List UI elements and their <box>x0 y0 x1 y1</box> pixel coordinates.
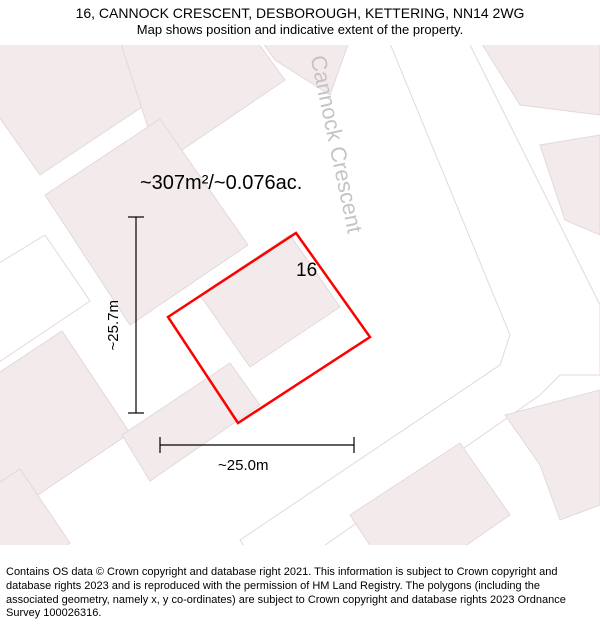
plot-number-label: 16 <box>296 260 317 282</box>
page-container: 16, CANNOCK CRESCENT, DESBOROUGH, KETTER… <box>0 0 600 625</box>
page-subtitle: Map shows position and indicative extent… <box>0 22 600 39</box>
map-svg <box>0 45 600 545</box>
vertical-dimension-label: ~25.7m <box>105 300 122 350</box>
page-title: 16, CANNOCK CRESCENT, DESBOROUGH, KETTER… <box>0 4 600 22</box>
horizontal-dimension-label: ~25.0m <box>218 457 268 474</box>
header: 16, CANNOCK CRESCENT, DESBOROUGH, KETTER… <box>0 4 600 39</box>
property-map: Cannock Crescent ~307m²/~0.076ac. 16 ~25… <box>0 45 600 545</box>
area-measurement-label: ~307m²/~0.076ac. <box>140 172 302 195</box>
copyright-footer: Contains OS data © Crown copyright and d… <box>6 566 594 621</box>
